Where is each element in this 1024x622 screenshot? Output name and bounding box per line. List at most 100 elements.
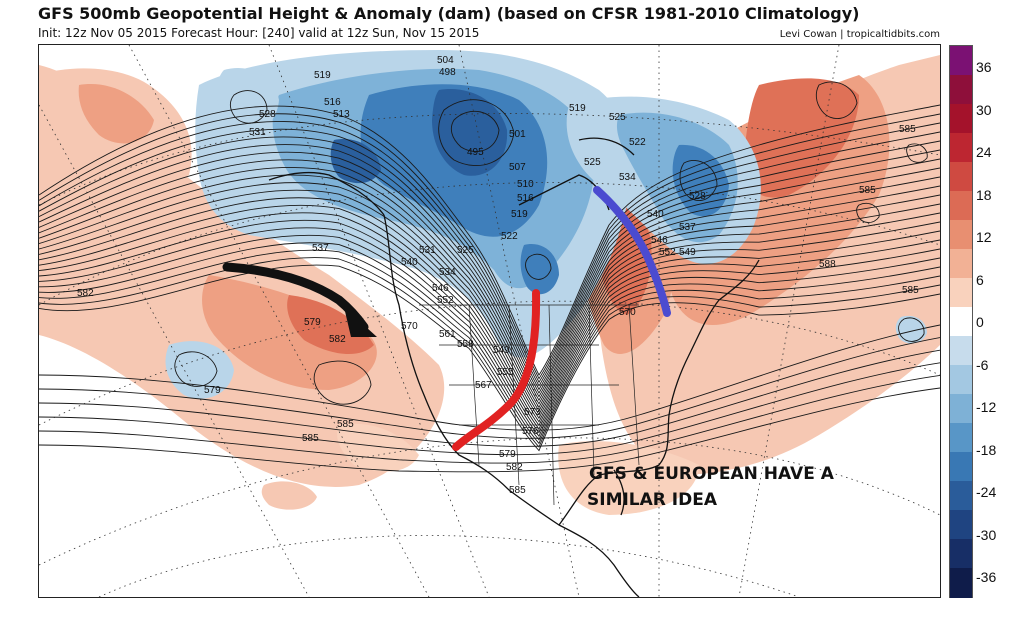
contour-label: 558 — [457, 339, 474, 350]
colorbar-tick-label: -30 — [976, 526, 997, 543]
forecaster-arrows — [222, 186, 671, 451]
contour-label: 522 — [501, 231, 518, 242]
contour-label: 579 — [499, 449, 516, 460]
contour-label: 552 — [437, 295, 454, 306]
contour-label: 549 — [493, 345, 510, 356]
height-contour-line — [39, 349, 940, 447]
contour-label: 495 — [467, 147, 484, 158]
contour-labels: 5195044985165135285314955015075105165195… — [77, 55, 919, 496]
contour-label: 579 — [204, 385, 221, 396]
height-contour-line — [39, 234, 940, 438]
contour-label: 513 — [333, 109, 350, 120]
height-contour-line — [39, 182, 940, 412]
caribbean-warm-patch — [261, 481, 317, 510]
height-contour-line — [39, 264, 940, 452]
height-contour-line — [39, 337, 940, 439]
contour-label: 504 — [437, 55, 454, 66]
height-contour-line — [39, 159, 940, 402]
colorbar-tick-label: -12 — [976, 399, 997, 415]
contour-label: 588 — [819, 259, 836, 270]
contour-label: 522 — [629, 137, 646, 148]
height-contour-line — [815, 81, 858, 119]
colorbar-segment — [950, 336, 972, 366]
colorbar-segment — [950, 539, 972, 569]
red-trough-axis — [452, 289, 541, 451]
contour-label: 519 — [569, 103, 586, 114]
contour-label: 528 — [259, 109, 276, 120]
coastlines — [268, 137, 760, 597]
height-contour-line — [313, 360, 372, 405]
map-title: GFS 500mb Geopotential Height & Anomaly … — [38, 4, 860, 23]
contour-label: 537 — [312, 243, 329, 254]
anomaly-map: 5195044985165135285314955015075105165195… — [39, 45, 940, 597]
contour-label: 525 — [609, 112, 626, 123]
height-contour-line — [39, 144, 940, 394]
colorbar-segment — [950, 249, 972, 279]
map-panel: 519 504 498 516 513 528 531 495 501 507 510 516 519 5… — [38, 44, 941, 598]
contour-label: 519 — [314, 70, 331, 81]
height-contour-line — [39, 151, 940, 398]
contour-label: 570 — [619, 307, 636, 318]
colorbar-segment — [950, 278, 972, 308]
contour-label: 528 — [689, 191, 706, 202]
contour-label: 525 — [584, 157, 601, 168]
colorbar-tick-label: -24 — [976, 484, 997, 500]
colorbar-tick-label: 18 — [976, 186, 992, 203]
contour-label: 582 — [506, 462, 523, 473]
contour-label: 552 — [659, 247, 676, 258]
contour-label: 555 — [497, 367, 514, 378]
height-contour-line — [174, 351, 218, 387]
hudson-cold-core — [432, 89, 508, 176]
anomaly-shading — [39, 50, 940, 515]
contour-label: 585 — [509, 485, 526, 496]
colorbar-tick-label: -18 — [976, 441, 997, 458]
blue-ridge-axis — [593, 186, 671, 317]
contour-label: 585 — [302, 433, 319, 444]
graticule — [39, 45, 940, 597]
contour-label: 576 — [522, 426, 539, 437]
height-contour-line — [39, 257, 940, 448]
colorbar-tick-label: 6 — [976, 271, 984, 288]
colorbar-tick-label: -36 — [976, 569, 997, 585]
contour-label: 585 — [337, 419, 354, 430]
black-flow-arrow — [222, 262, 369, 332]
contour-label: 516 — [324, 97, 341, 108]
colorbar-segment — [950, 191, 972, 221]
contour-label: 531 — [249, 127, 266, 138]
height-contour-line — [438, 99, 515, 167]
height-contour-line — [229, 90, 268, 124]
contour-label: 549 — [679, 247, 696, 258]
height-contour-line — [39, 374, 940, 464]
contour-label: 561 — [439, 329, 456, 340]
state-borders — [419, 304, 640, 506]
contour-label: 567 — [475, 380, 492, 391]
colorbar-segment — [950, 510, 972, 540]
height-contour-line — [39, 136, 940, 391]
height-contour-line — [39, 128, 940, 387]
height-contour-line — [39, 212, 940, 427]
height-contour-line — [39, 362, 940, 456]
height-contour-line — [898, 317, 925, 342]
contour-label: 519 — [511, 209, 528, 220]
colorbar-segment — [950, 423, 972, 453]
contour-label: 516 — [517, 193, 534, 204]
contour-label: 537 — [679, 222, 696, 233]
contour-label: 501 — [509, 129, 526, 140]
height-contour-line — [525, 253, 552, 280]
colorbar-tick-label: 12 — [976, 229, 992, 245]
contour-label: 507 — [509, 162, 526, 173]
height-contour-line — [39, 189, 940, 416]
colorbar-segment — [950, 75, 972, 105]
contour-label: 531 — [419, 245, 436, 256]
colorbar-segment — [950, 133, 972, 163]
colorbar-tick-label: -6 — [976, 356, 989, 373]
height-contour-line — [39, 242, 940, 441]
contour-label: 546 — [432, 283, 449, 294]
anomaly-colorbar — [949, 45, 973, 598]
height-contour-line — [39, 387, 940, 473]
colorbar-tick-label: 0 — [976, 314, 984, 330]
contour-label: 573 — [524, 407, 541, 418]
height-contour-line — [39, 166, 940, 405]
colorbar-segment — [950, 307, 972, 337]
height-contour-line — [39, 227, 940, 434]
